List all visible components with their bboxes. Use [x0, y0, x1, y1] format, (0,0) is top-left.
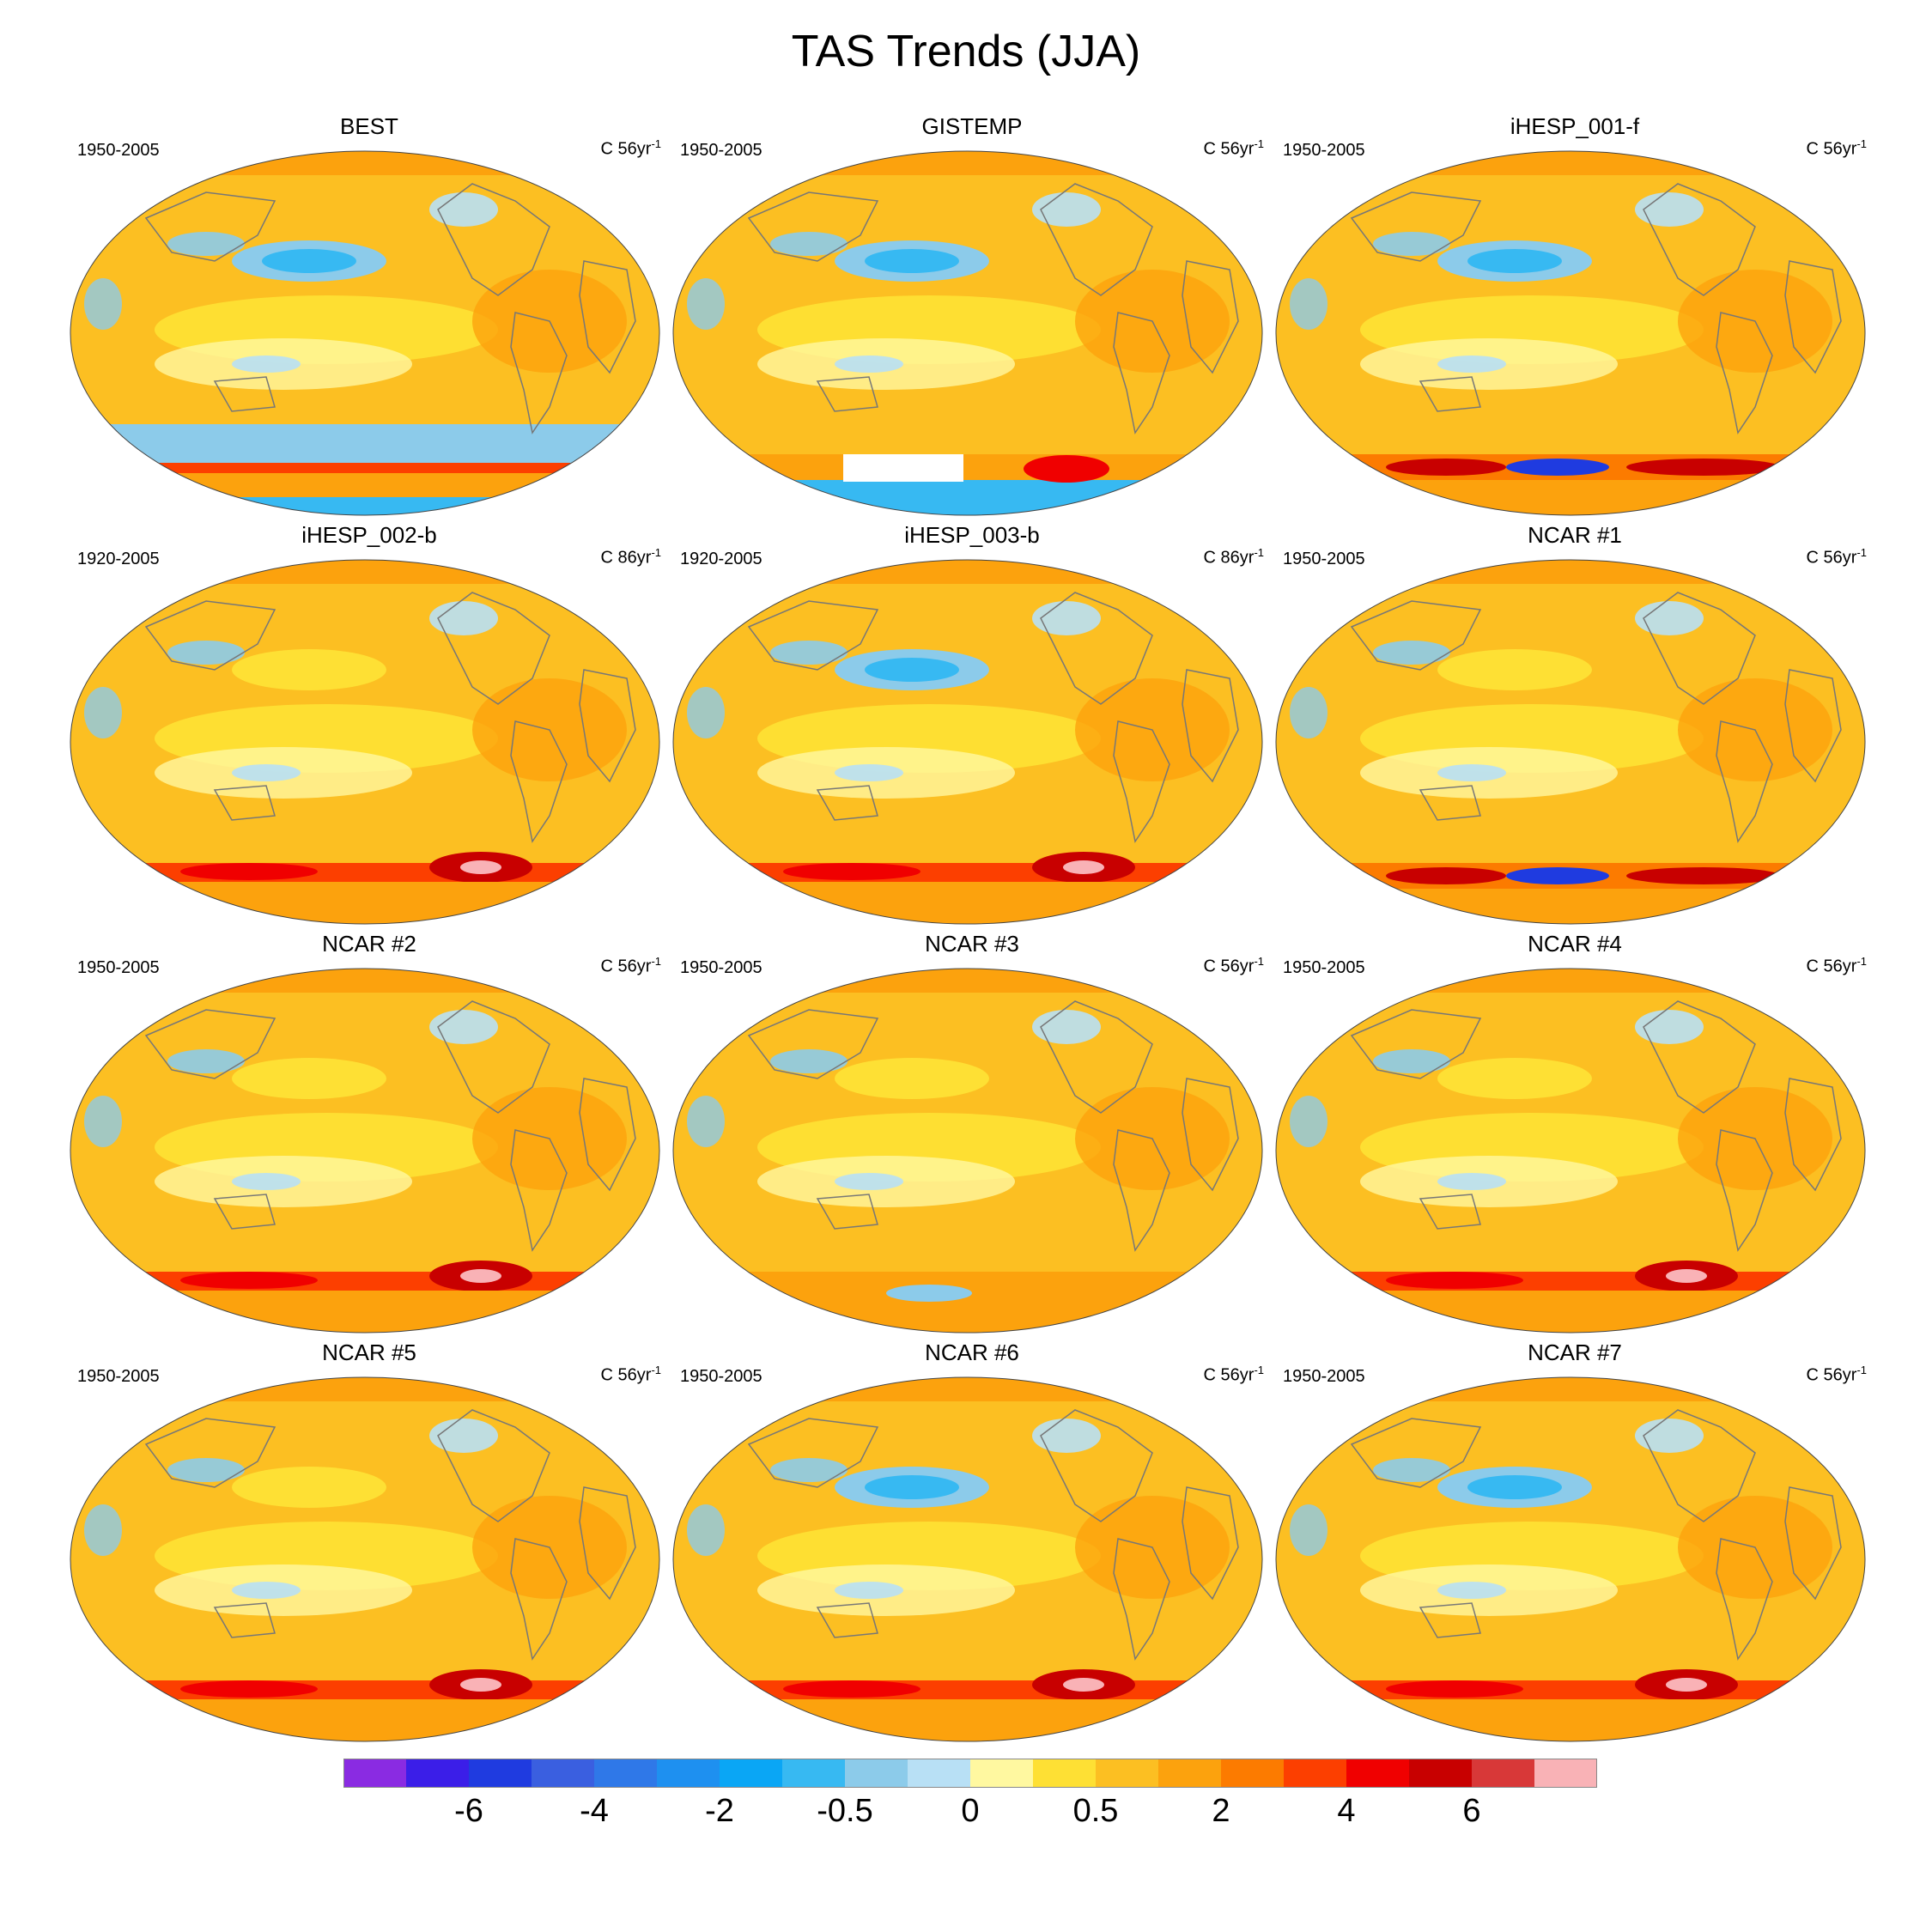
map-panel: iHESP_002-b 1920-2005 C 86yr-1	[69, 522, 670, 930]
colorbar-swatch	[782, 1759, 846, 1788]
panel-units: C 56yr-1	[1806, 1364, 1867, 1385]
panel-title: NCAR #4	[1528, 931, 1622, 957]
colorbar-swatch	[469, 1759, 532, 1788]
panel-period: 1950-2005	[680, 958, 762, 977]
trend-map	[1275, 559, 1866, 925]
trend-map	[70, 559, 660, 925]
map-panel: BEST 1950-2005 C 56yr-1	[69, 113, 670, 521]
panel-title: iHESP_001-f	[1510, 113, 1640, 139]
colorbar-swatch	[1158, 1759, 1222, 1788]
colorbar-tick-label: -4	[580, 1793, 609, 1829]
colorbar-tick-label: 2	[1212, 1793, 1230, 1829]
colorbar-swatch	[1534, 1759, 1597, 1788]
colorbar-swatch	[970, 1759, 1034, 1788]
map-panel: NCAR #7 1950-2005 C 56yr-1	[1274, 1340, 1875, 1747]
panel-units: C 56yr-1	[1203, 1364, 1264, 1385]
trend-map	[672, 559, 1263, 925]
colorbar-swatch	[406, 1759, 470, 1788]
trend-map	[70, 1376, 660, 1742]
panel-title: iHESP_002-b	[301, 522, 437, 548]
map-panel: GISTEMP 1950-2005 C 56yr-1	[671, 113, 1273, 521]
panel-period: 1950-2005	[1283, 141, 1365, 160]
trend-map	[70, 150, 660, 516]
trend-map	[1275, 968, 1866, 1334]
colorbar-swatch	[720, 1759, 783, 1788]
colorbar-tick-label: 0.5	[1072, 1793, 1119, 1829]
panel-period: 1950-2005	[77, 1367, 160, 1386]
map-panel: NCAR #4 1950-2005 C 56yr-1	[1274, 931, 1875, 1339]
colorbar-swatch	[532, 1759, 595, 1788]
panel-period: 1950-2005	[1283, 958, 1365, 977]
colorbar-swatch	[1409, 1759, 1473, 1788]
colorbar-tick-label: 0	[961, 1793, 980, 1829]
trend-map	[1275, 1376, 1866, 1742]
colorbar-swatch	[657, 1759, 720, 1788]
colorbar-tick-label: -6	[454, 1793, 483, 1829]
trend-map	[672, 968, 1263, 1334]
panel-units: C 56yr-1	[1203, 955, 1264, 976]
panel-title: BEST	[340, 113, 398, 139]
panel-period: 1950-2005	[77, 958, 160, 977]
colorbar-swatch	[1284, 1759, 1347, 1788]
panel-units: C 56yr-1	[600, 1364, 661, 1385]
panel-units: C 86yr-1	[600, 546, 661, 568]
map-panel: NCAR #3 1950-2005 C 56yr-1	[671, 931, 1273, 1339]
colorbar-swatch	[1346, 1759, 1410, 1788]
colorbar-swatch	[594, 1759, 658, 1788]
panel-title: iHESP_003-b	[904, 522, 1040, 548]
colorbar-swatch	[1221, 1759, 1285, 1788]
trend-map	[70, 968, 660, 1334]
panel-title: NCAR #7	[1528, 1340, 1622, 1365]
panel-title: NCAR #6	[925, 1340, 1019, 1365]
panel-period: 1950-2005	[1283, 1367, 1365, 1386]
panel-units: C 56yr-1	[1806, 137, 1867, 159]
panel-period: 1950-2005	[77, 141, 160, 160]
colorbar	[343, 1759, 1597, 1788]
colorbar-tick-label: 4	[1337, 1793, 1356, 1829]
trend-map	[672, 150, 1263, 516]
map-panel: iHESP_001-f 1950-2005 C 56yr-1	[1274, 113, 1875, 521]
panel-title: NCAR #3	[925, 931, 1019, 957]
panel-period: 1950-2005	[680, 141, 762, 160]
panel-title: NCAR #5	[322, 1340, 416, 1365]
map-panel: iHESP_003-b 1920-2005 C 86yr-1	[671, 522, 1273, 930]
panel-units: C 56yr-1	[600, 955, 661, 976]
panel-title: NCAR #2	[322, 931, 416, 957]
panel-units: C 56yr-1	[600, 137, 661, 159]
panel-units: C 86yr-1	[1203, 546, 1264, 568]
panel-units: C 56yr-1	[1806, 546, 1867, 568]
panel-title: GISTEMP	[921, 113, 1023, 139]
map-panel: NCAR #6 1950-2005 C 56yr-1	[671, 1340, 1273, 1747]
colorbar-tick-label: -2	[705, 1793, 734, 1829]
colorbar-swatch	[908, 1759, 971, 1788]
panel-period: 1920-2005	[680, 550, 762, 568]
colorbar-swatch	[1033, 1759, 1097, 1788]
trend-map	[672, 1376, 1263, 1742]
colorbar-swatch	[1472, 1759, 1535, 1788]
panel-period: 1920-2005	[77, 550, 160, 568]
colorbar-swatch	[845, 1759, 908, 1788]
panel-units: C 56yr-1	[1203, 137, 1264, 159]
colorbar-swatch	[343, 1759, 407, 1788]
colorbar-tick-label: -0.5	[817, 1793, 873, 1829]
colorbar-tick-label: 6	[1462, 1793, 1481, 1829]
panel-units: C 56yr-1	[1806, 955, 1867, 976]
panel-title: NCAR #1	[1528, 522, 1622, 548]
colorbar-swatch	[1096, 1759, 1159, 1788]
map-panel: NCAR #2 1950-2005 C 56yr-1	[69, 931, 670, 1339]
map-panel: NCAR #5 1950-2005 C 56yr-1	[69, 1340, 670, 1747]
panel-period: 1950-2005	[1283, 550, 1365, 568]
trend-map	[1275, 150, 1866, 516]
map-panel: NCAR #1 1950-2005 C 56yr-1	[1274, 522, 1875, 930]
panel-period: 1950-2005	[680, 1367, 762, 1386]
figure-title: TAS Trends (JJA)	[791, 27, 1141, 76]
